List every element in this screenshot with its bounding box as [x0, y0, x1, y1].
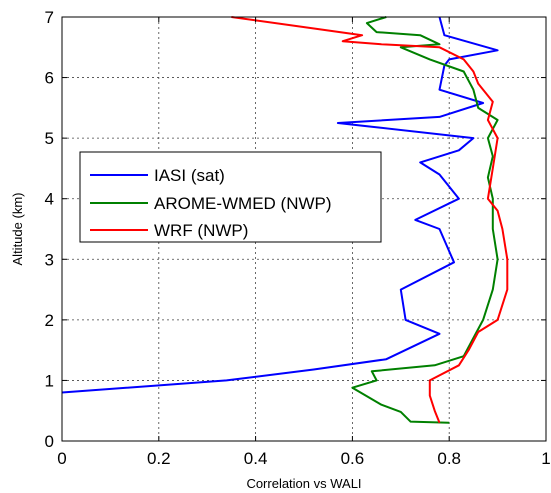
y-tick-label: 7 — [45, 8, 54, 27]
plot-frame — [61, 16, 547, 442]
y-tick-label: 1 — [45, 371, 54, 390]
legend-label-wrf: WRF (NWP) — [154, 221, 248, 240]
x-tick-label: 0.6 — [341, 449, 365, 468]
series-line-2 — [231, 16, 509, 424]
y-tick-label: 3 — [45, 250, 54, 269]
y-axis-label: Altitude (km) — [10, 193, 25, 266]
y-tick-label: 4 — [45, 190, 54, 209]
series-layer — [61, 16, 509, 424]
legend: IASI (sat) AROME-WMED (NWP) WRF (NWP) — [79, 151, 382, 243]
y-tick-label: 0 — [45, 432, 54, 451]
x-tick-label: 0.2 — [147, 449, 171, 468]
ticks — [61, 16, 547, 442]
x-tick-label: 1 — [541, 449, 550, 468]
y-tick-label: 2 — [45, 311, 54, 330]
y-tick-label: 6 — [45, 69, 54, 88]
legend-label-iasi: IASI (sat) — [154, 166, 225, 185]
legend-box — [79, 151, 382, 243]
x-tick-label: 0.8 — [437, 449, 461, 468]
x-axis-label: Correlation vs WALI — [246, 476, 361, 491]
tick-labels: 0 0.2 0.4 0.6 0.8 1 0 1 2 3 4 5 6 7 — [45, 8, 551, 468]
y-tick-label: 5 — [45, 129, 54, 148]
x-tick-label: 0 — [57, 449, 66, 468]
legend-label-arome: AROME-WMED (NWP) — [154, 194, 332, 213]
x-tick-label: 0.4 — [244, 449, 268, 468]
